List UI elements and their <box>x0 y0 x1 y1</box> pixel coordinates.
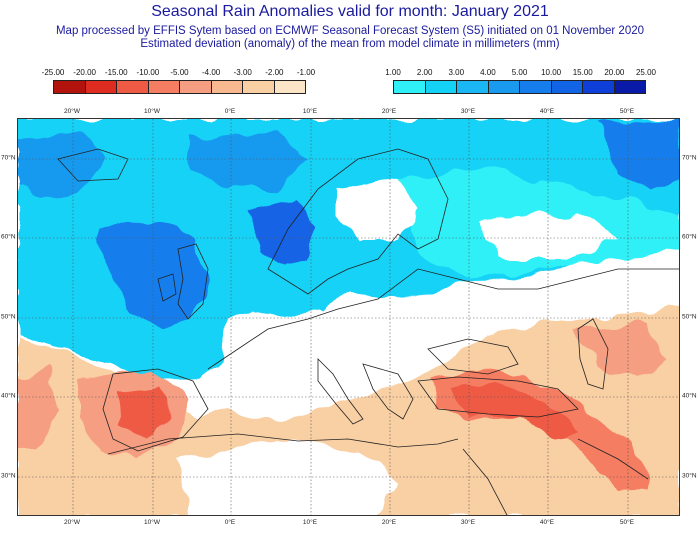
coastline-italy <box>317 358 364 425</box>
positive-legend-labels: 1.00 2.00 3.00 4.00 5.00 10.00 15.00 20.00 25.00 <box>385 68 656 80</box>
negative-legend-swatch <box>117 81 149 93</box>
positive-legend-swatch <box>520 81 552 93</box>
negative-legend-label: -10.00 <box>136 68 160 77</box>
positive-legend-label: 5.00 <box>511 68 528 77</box>
latitude-label-left: 30°N <box>1 472 16 480</box>
longitude-label-top: 10°E <box>302 108 318 115</box>
negative-legend-swatch <box>180 81 212 93</box>
coastline-britain <box>177 243 209 320</box>
longitude-label-bottom: 30°E <box>460 519 476 526</box>
latitude-label-right: 50°N <box>682 313 697 321</box>
positive-legend-label: 15.00 <box>572 68 593 77</box>
longitude-label-bottom: 20°E <box>381 519 397 526</box>
coastline-ireland <box>157 273 177 302</box>
negative-legend-label: -20.00 <box>73 68 96 77</box>
longitude-label-top: 40°E <box>539 108 555 115</box>
negative-anomaly-legend: -25.00 -20.00 -15.00 -10.00 -5.00 -4.00 -3.00 -… <box>42 68 315 94</box>
positive-legend-label: 20.00 <box>604 68 625 77</box>
positive-legend-swatch <box>583 81 615 93</box>
positive-legend-swatch <box>394 81 426 93</box>
negative-legend-swatch <box>274 81 305 93</box>
longitude-label-top: 20°W <box>64 108 80 115</box>
longitude-label-top: 50°E <box>619 108 635 115</box>
latitude-label-right: 60°N <box>682 233 697 241</box>
positive-anomaly-legend: 1.00 2.00 3.00 4.00 5.00 10.00 15.00 20.00 25.00 <box>385 68 656 94</box>
latitude-label-right: 30°N <box>682 472 697 480</box>
wet-anomaly-area-norway <box>248 199 318 269</box>
longitude-label-top: 20°E <box>381 108 397 115</box>
map-subtitle-units: Estimated deviation (anomaly) of the mea… <box>140 38 560 50</box>
map-title: Seasonal Rain Anomalies valid for month:… <box>151 3 549 20</box>
near-normal-area-central-europe <box>238 309 358 399</box>
anomaly-map[interactable] <box>17 118 680 516</box>
dry-anomaly-area-atlantic <box>18 369 63 449</box>
negative-legend-swatch <box>211 81 243 93</box>
coastline-persian-gulf <box>577 438 649 480</box>
longitude-label-top: 0°E <box>224 108 236 115</box>
negative-legend-label: -4.00 <box>202 68 221 77</box>
positive-legend-swatch <box>457 81 489 93</box>
coastline-balkans-greece <box>362 363 414 420</box>
latitude-label-right: 40°N <box>682 392 697 400</box>
map-subtitle-processing: Map processed by EFFIS Sytem based on EC… <box>55 25 645 37</box>
latitude-label-left: 60°N <box>1 233 16 241</box>
longitude-label-bottom: 10°E <box>302 519 318 526</box>
anomaly-map-canvas <box>18 119 679 515</box>
anomaly-fields <box>18 119 679 515</box>
positive-legend-swatch <box>425 81 457 93</box>
positive-legend-colorbar <box>393 80 646 94</box>
longitude-label-top: 30°E <box>460 108 476 115</box>
wet-anomaly-area-northeast <box>598 119 679 189</box>
longitude-label-top: 10°W <box>144 108 160 115</box>
coastline-caspian-sea <box>577 318 609 390</box>
latitude-label-left: 50°N <box>1 313 16 321</box>
positive-legend-label: 1.00 <box>385 68 401 77</box>
wet-anomaly-area-west-atlantic <box>18 134 108 199</box>
negative-legend-label: -15.00 <box>104 68 128 77</box>
negative-legend-label: -5.00 <box>170 68 189 77</box>
negative-legend-colorbar <box>53 80 306 94</box>
negative-legend-label: -25.00 <box>41 68 65 77</box>
positive-legend-label: 3.00 <box>448 68 465 77</box>
longitude-label-bottom: 10°W <box>144 519 160 526</box>
positive-legend-label: 10.00 <box>541 68 562 77</box>
negative-legend-label: -2.00 <box>265 68 284 77</box>
negative-legend-swatch <box>85 81 117 93</box>
negative-legend-swatch <box>243 81 275 93</box>
latitude-label-right: 70°N <box>682 154 697 162</box>
latitude-label-left: 70°N <box>1 154 16 162</box>
dry-anomaly-area-turkey-core <box>448 384 578 439</box>
positive-legend-label: 2.00 <box>416 68 433 77</box>
negative-legend-swatch <box>148 81 180 93</box>
coastline-scandinavia <box>267 148 449 295</box>
positive-legend-label: 25.00 <box>635 68 657 77</box>
negative-legend-labels: -25.00 -20.00 -15.00 -10.00 -5.00 -4.00 -3.00 -… <box>42 68 315 80</box>
dry-anomaly-area-caspian <box>578 324 668 379</box>
positive-legend-swatch <box>614 81 645 93</box>
negative-legend-label: -1.00 <box>296 68 316 77</box>
coastline-europe-mainland <box>207 268 679 370</box>
coastline-anatolia <box>417 376 579 418</box>
longitude-label-bottom: 50°E <box>619 519 635 526</box>
negative-legend-swatch <box>54 81 86 93</box>
negative-legend-label: -3.00 <box>233 68 252 77</box>
coastline-black-sea <box>427 338 519 375</box>
positive-legend-label: 4.00 <box>480 68 496 77</box>
dry-anomaly-area-iberia-core <box>118 389 168 437</box>
near-normal-area-russia <box>478 214 618 259</box>
positive-legend-swatch <box>551 81 583 93</box>
coastline-iberia <box>102 368 209 452</box>
longitude-label-bottom: 20°W <box>64 519 80 526</box>
wet-anomaly-area-iceland <box>188 129 308 189</box>
coastlines <box>57 148 679 515</box>
positive-legend-swatch <box>488 81 520 93</box>
near-normal-area-scandinavia <box>338 179 418 239</box>
latitude-label-left: 40°N <box>1 392 16 400</box>
coastline-north-africa <box>107 433 459 455</box>
coastline-iceland <box>57 148 129 182</box>
longitude-label-bottom: 40°E <box>539 519 555 526</box>
longitude-label-bottom: 0°E <box>224 519 236 526</box>
coastline-red-sea <box>462 448 508 515</box>
